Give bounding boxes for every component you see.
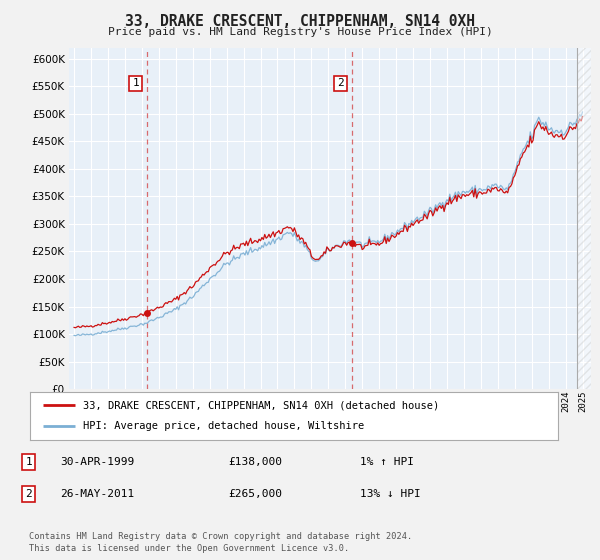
Text: 33, DRAKE CRESCENT, CHIPPENHAM, SN14 0XH (detached house): 33, DRAKE CRESCENT, CHIPPENHAM, SN14 0XH…	[83, 400, 439, 410]
Text: 30-APR-1999: 30-APR-1999	[60, 457, 134, 467]
Text: £138,000: £138,000	[228, 457, 282, 467]
Text: 33, DRAKE CRESCENT, CHIPPENHAM, SN14 0XH: 33, DRAKE CRESCENT, CHIPPENHAM, SN14 0XH	[125, 14, 475, 29]
Bar	[577, 48, 594, 389]
Text: 1: 1	[25, 457, 32, 467]
Text: 13% ↓ HPI: 13% ↓ HPI	[360, 489, 421, 499]
Text: 26-MAY-2011: 26-MAY-2011	[60, 489, 134, 499]
Text: 2: 2	[25, 489, 32, 499]
Text: 1% ↑ HPI: 1% ↑ HPI	[360, 457, 414, 467]
Text: 1: 1	[132, 78, 139, 88]
Text: 2: 2	[337, 78, 344, 88]
Text: Price paid vs. HM Land Registry's House Price Index (HPI): Price paid vs. HM Land Registry's House …	[107, 27, 493, 37]
Text: HPI: Average price, detached house, Wiltshire: HPI: Average price, detached house, Wilt…	[83, 421, 364, 431]
Text: Contains HM Land Registry data © Crown copyright and database right 2024.
This d: Contains HM Land Registry data © Crown c…	[29, 533, 412, 553]
Text: £265,000: £265,000	[228, 489, 282, 499]
